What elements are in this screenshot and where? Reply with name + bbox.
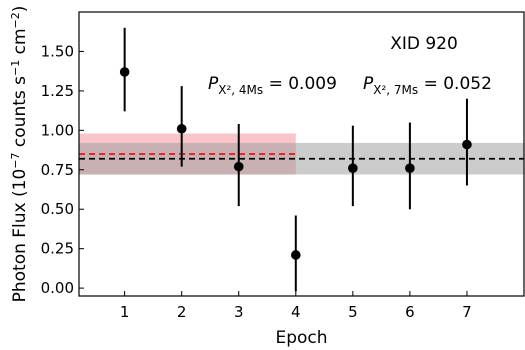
y-tick-label-1: 0.25 <box>41 240 74 258</box>
p-value-4ms-symbol: P <box>208 74 219 94</box>
y-tick-label-3: 0.75 <box>41 161 74 179</box>
mean-bands <box>79 133 524 175</box>
x-tick-label-2: 2 <box>177 303 187 321</box>
p-value-4ms-value: = 0.009 <box>263 74 337 94</box>
y-tick-label-5: 1.25 <box>41 82 74 100</box>
y-axis-label-exp3: −2 <box>9 12 22 28</box>
p-value-4ms-subscript: X², 4Ms <box>218 83 263 97</box>
p-value-7ms: PX², 7Ms = 0.052 <box>363 74 492 97</box>
data-point-epoch-5 <box>348 163 358 173</box>
x-tick-label-5: 5 <box>348 303 358 321</box>
x-axis-label: Epoch <box>275 328 327 348</box>
x-tick-label-7: 7 <box>462 303 472 321</box>
y-axis-label-mid1: counts s <box>10 76 30 153</box>
data-point-epoch-6 <box>405 163 415 173</box>
data-point-epoch-1 <box>119 67 130 77</box>
p-value-4ms: PX², 4Ms = 0.009 <box>208 74 337 97</box>
y-tick-label-2: 0.50 <box>41 200 74 218</box>
x-tick-label-1: 1 <box>120 303 130 321</box>
x-tick-label-6: 6 <box>405 303 415 321</box>
y-axis-label-exp2: −1 <box>9 60 22 76</box>
x-tick-label-3: 3 <box>234 303 244 321</box>
data-point-epoch-3 <box>233 161 244 172</box>
p-value-7ms-symbol: P <box>363 74 374 94</box>
p-value-7ms-subscript: X², 7Ms <box>373 83 418 97</box>
p-value-7ms-value: = 0.052 <box>418 74 492 94</box>
source-label: XID 920 <box>390 34 458 54</box>
plot-frame <box>78 11 525 297</box>
y-tick-label-4: 1.00 <box>41 121 74 139</box>
y-axis-label-end: ) <box>10 6 30 13</box>
y-tick-label-6: 1.50 <box>41 42 74 60</box>
data-point-epoch-2 <box>176 123 187 134</box>
y-axis-label-mid2: cm <box>10 28 30 59</box>
data-point-epoch-4 <box>290 250 301 260</box>
y-axis-label-exp1: −7 <box>9 152 22 168</box>
x-ticks: 1 2 3 4 5 6 7 <box>120 291 472 321</box>
data-point-epoch-7 <box>462 139 472 150</box>
mean-lines <box>79 153 524 160</box>
y-ticks: 0.00 0.25 0.50 0.75 1.00 1.25 1.50 <box>41 42 84 297</box>
y-tick-label-0: 0.00 <box>41 279 74 297</box>
y-axis-label-base: Photon Flux (10 <box>10 169 30 303</box>
data-points <box>119 67 472 260</box>
x-tick-label-4: 4 <box>291 303 301 321</box>
y-axis-label: Photon Flux (10−7 counts s−1 cm−2) <box>9 6 30 303</box>
